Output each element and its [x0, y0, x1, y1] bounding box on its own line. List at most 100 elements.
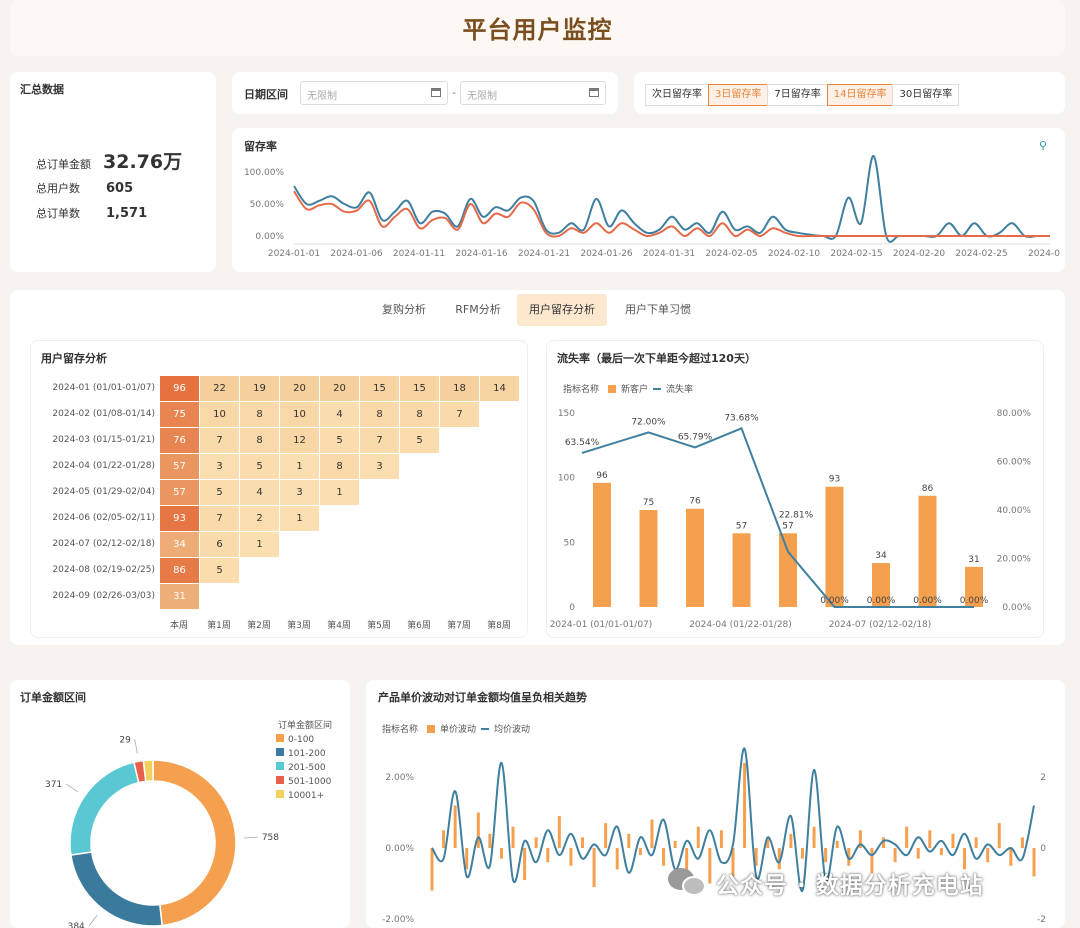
end-date-input[interactable]: 无限制 [460, 81, 606, 105]
cohort-cell: 31 [159, 583, 200, 610]
x-tick-label: 2024-02-10 [768, 249, 821, 259]
wechat-icon [668, 868, 708, 898]
cohort-cell: 10 [279, 401, 320, 428]
legend-title: 指标名称 [563, 385, 600, 395]
y-tick-label: 50.00% [250, 200, 285, 210]
cohort-column-label: 第3周 [287, 621, 311, 631]
start-date-input[interactable]: 无限制 [300, 81, 448, 105]
retention-line-chart: 100.00% 50.00% 0.00% 2024-01-01 2024-01-06 20… [244, 154, 1060, 259]
legend-item: 101-200 [276, 747, 332, 761]
end-date-placeholder: 无限制 [467, 91, 497, 102]
price-bar [627, 833, 631, 848]
slice-label-leader [88, 914, 98, 927]
price-bar [557, 816, 561, 848]
cohort-cell: 7 [199, 427, 240, 454]
legend-swatch [276, 762, 284, 770]
tab-rfm[interactable]: RFM分析 [455, 303, 501, 316]
x-tick-label: 2024-01-21 [518, 249, 570, 259]
cohort-cell: 1 [279, 453, 320, 480]
cohort-cell: 20 [279, 375, 320, 402]
legend-title: 指标名称 [382, 725, 419, 735]
x-tick-label: 2024-01-06 [330, 249, 383, 259]
x-tick-label: 2024-07 (02/12-02/18) [829, 620, 932, 630]
price-bar [638, 848, 642, 856]
x-tick-label: 2024-01-31 [643, 249, 695, 259]
x-tick-label: 2024-0 [1028, 249, 1060, 259]
y-right-tick: 0.00% [1002, 603, 1031, 613]
line-value-label: 0.00% [913, 596, 942, 606]
cohort-cell: 57 [159, 453, 200, 480]
price-bar [963, 848, 967, 870]
x-tick-label: 2024-04 (01/22-01/28) [689, 620, 792, 630]
retention-button-day1[interactable]: 次日留存率 [645, 84, 709, 106]
cohort-cell: 12 [279, 427, 320, 454]
price-trend-title: 产品单价波动对订单金额均值呈负相关趋势 [378, 691, 587, 704]
donut-slice [142, 759, 154, 783]
price-trend-card: 产品单价波动对订单金额均值呈负相关趋势 指标名称 单价波动 均价波动 2.00%… [366, 680, 1065, 928]
y-right-tick: -2 [1037, 915, 1046, 925]
cohort-cell: 86 [159, 557, 200, 584]
bar-value-label: 57 [736, 521, 747, 531]
price-bar [835, 840, 839, 848]
churn-bar [965, 566, 983, 607]
cohort-cell: 5 [319, 427, 360, 454]
cohort-cell: 15 [399, 375, 440, 402]
price-bar [592, 848, 596, 888]
price-bar [893, 848, 897, 863]
cohort-cell: 4 [239, 479, 280, 506]
retention-button-day30[interactable]: 30日留存率 [892, 84, 960, 106]
legend-swatch-line [481, 727, 490, 730]
y-right-tick: 60.00% [997, 458, 1032, 468]
summary-title: 汇总数据 [20, 83, 64, 96]
retention-button-day3[interactable]: 3日留存率 [708, 84, 769, 106]
bar-value-label: 86 [922, 484, 934, 494]
price-bar [882, 837, 885, 848]
tab-order-habits[interactable]: 用户下单习惯 [625, 303, 691, 316]
churn-legend: 指标名称 新客户 流失率 [563, 382, 693, 395]
price-bar [928, 830, 932, 848]
price-bar [581, 837, 584, 848]
calendar-icon [431, 88, 441, 97]
price-bar [546, 848, 550, 863]
cohort-cell: 18 [439, 375, 480, 402]
cohort-row: 57 3 5 1 8 3 [159, 453, 520, 480]
tab-user-retention[interactable]: 用户留存分析 [517, 294, 607, 326]
legend-swatch [276, 748, 284, 756]
y-left-tick: 50 [564, 538, 576, 548]
order-dist-card: 订单金额区间 订单金额区间 0-100 101-200 201-500 501-100… [10, 680, 350, 928]
filter-icon[interactable]: ⚲ [1038, 139, 1047, 152]
cohort-cell: 3 [199, 453, 240, 480]
retention-chart-title: 留存率 [244, 140, 277, 153]
churn-bar [686, 508, 704, 607]
y-tick-label: 0.00% [255, 232, 284, 242]
retention-button-day7[interactable]: 7日留存率 [767, 84, 828, 106]
avg-price-line [431, 747, 1035, 892]
x-tick-label: 2024-02-15 [830, 249, 882, 259]
price-bar [696, 826, 700, 848]
price-bar [743, 762, 747, 848]
cohort-cell: 76 [159, 427, 200, 454]
churn-bar [872, 563, 890, 607]
x-tick-label: 2024-01-26 [580, 249, 633, 259]
cohort-cell: 3 [359, 453, 400, 480]
price-bar [800, 848, 804, 859]
price-bar [858, 830, 862, 848]
tab-repurchase[interactable]: 复购分析 [382, 303, 426, 316]
legend-label: 101-200 [288, 749, 326, 759]
cohort-cell: 6 [199, 531, 240, 558]
price-bar [916, 848, 920, 859]
cohort-cell: 1 [239, 531, 280, 558]
retention-series-line [293, 154, 1050, 243]
cohort-cell: 20 [319, 375, 360, 402]
slice-label-leader [134, 739, 138, 754]
legend-item: 501-1000 [276, 775, 332, 789]
price-bar [465, 848, 469, 870]
cohort-column-labels: 本周 第1周 第2周 第3周 第4周 第5周 第6周 第7周 第8周 [159, 618, 519, 631]
churn-bar [918, 495, 937, 607]
cohort-cell: 7 [359, 427, 400, 454]
summary-row-users: 总用户数 605 [36, 180, 133, 196]
date-filter-label: 日期区间 [244, 88, 288, 101]
cohort-row-label: 2024-06 (02/05-02/11) [52, 513, 155, 523]
retention-button-day14[interactable]: 14日留存率 [826, 84, 894, 106]
cohort-row: 75 10 8 10 4 8 8 7 [159, 401, 520, 428]
